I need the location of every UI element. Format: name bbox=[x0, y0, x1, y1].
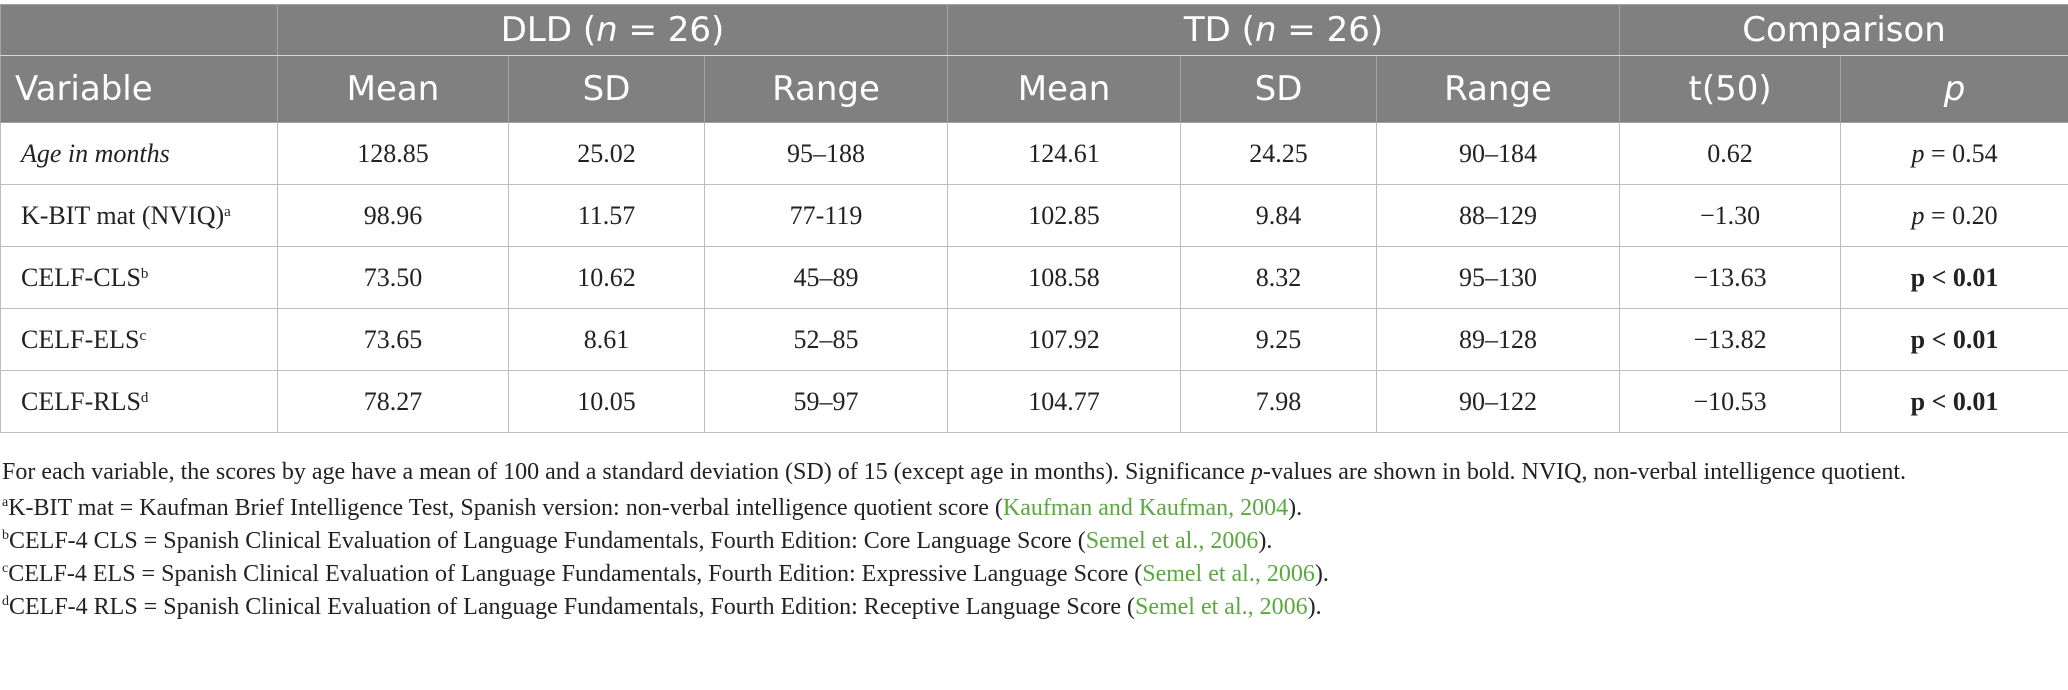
td-range-cell: 89–128 bbox=[1376, 308, 1621, 371]
column-header-row: Variable Mean SD Range Mean SD Range t(5… bbox=[0, 55, 2068, 123]
footnote-marker: b bbox=[140, 265, 149, 282]
td-sd-cell: 9.25 bbox=[1180, 308, 1378, 371]
footnote-marker: c bbox=[139, 327, 147, 344]
column-header-td-range: Range bbox=[1376, 55, 1621, 123]
empty-header-cell bbox=[0, 4, 278, 56]
column-header-dld-range: Range bbox=[703, 55, 949, 123]
dld-mean-cell: 78.27 bbox=[277, 370, 509, 433]
table-row: CELF-CLSb 73.50 10.62 45–89 108.58 8.32 … bbox=[0, 246, 2068, 309]
t-cell: −1.30 bbox=[1619, 184, 1842, 247]
table-row: Age in months 128.85 25.02 95–188 124.61… bbox=[0, 122, 2068, 185]
variable-cell: Age in months bbox=[0, 122, 278, 185]
td-mean-cell: 102.85 bbox=[947, 184, 1182, 247]
td-range-cell: 90–122 bbox=[1376, 370, 1621, 433]
variable-cell: K-BIT mat (NVIQ)a bbox=[0, 184, 278, 247]
data-table: DLD (n = 26) TD (n = 26) Comparison Vari… bbox=[0, 4, 2068, 433]
variable-cell: CELF-RLSd bbox=[0, 370, 278, 433]
p-cell: p = 0.54 bbox=[1840, 122, 2068, 185]
dld-group-header: DLD (n = 26) bbox=[276, 4, 949, 56]
td-mean-cell: 104.77 bbox=[947, 370, 1182, 433]
dld-range-cell: 45–89 bbox=[703, 246, 949, 309]
variable-cell: CELF-ELSc bbox=[0, 308, 278, 371]
dld-sd-cell: 25.02 bbox=[508, 122, 705, 185]
footnote-marker: d bbox=[140, 389, 149, 406]
dld-mean-cell: 128.85 bbox=[277, 122, 509, 185]
p-cell: p = 0.20 bbox=[1840, 184, 2068, 247]
comparison-group-header: Comparison bbox=[1619, 4, 2068, 56]
t-cell: 0.62 bbox=[1619, 122, 1842, 185]
dld-sd-cell: 10.62 bbox=[508, 246, 705, 309]
td-range-cell: 90–184 bbox=[1376, 122, 1621, 185]
citation-link[interactable]: Semel et al., 2006 bbox=[1085, 528, 1259, 554]
table-row: CELF-RLSd 78.27 10.05 59–97 104.77 7.98 … bbox=[0, 370, 2068, 433]
variable-cell: CELF-CLSb bbox=[0, 246, 278, 309]
table-row: K-BIT mat (NVIQ)a 98.96 11.57 77-119 102… bbox=[0, 184, 2068, 247]
group-header-row: DLD (n = 26) TD (n = 26) Comparison bbox=[0, 4, 2068, 56]
footnote: dCELF-4 RLS = Spanish Clinical Evaluatio… bbox=[2, 594, 1322, 620]
td-mean-cell: 107.92 bbox=[947, 308, 1182, 371]
citation-link[interactable]: Semel et al., 2006 bbox=[1134, 594, 1308, 620]
dld-range-cell: 95–188 bbox=[703, 122, 949, 185]
dld-range-cell: 59–97 bbox=[703, 370, 949, 433]
t-cell: −10.53 bbox=[1619, 370, 1842, 433]
footnote-marker: a bbox=[224, 203, 231, 220]
table-notes: For each variable, the scores by age hav… bbox=[2, 454, 2062, 624]
td-group-header: TD (n = 26) bbox=[947, 4, 1621, 56]
citation-link[interactable]: Semel et al., 2006 bbox=[1142, 561, 1315, 587]
td-sd-cell: 24.25 bbox=[1180, 122, 1378, 185]
footnote: aK-BIT mat = Kaufman Brief Intelligence … bbox=[2, 495, 1303, 521]
td-sd-cell: 8.32 bbox=[1180, 246, 1378, 309]
dld-sd-cell: 8.61 bbox=[508, 308, 705, 371]
td-mean-cell: 108.58 bbox=[947, 246, 1182, 309]
td-range-cell: 95–130 bbox=[1376, 246, 1621, 309]
footnote: cCELF-4 ELS = Spanish Clinical Evaluatio… bbox=[2, 561, 1329, 587]
column-header-p: p bbox=[1840, 55, 2068, 123]
p-cell: p < 0.01 bbox=[1840, 246, 2068, 309]
dld-range-cell: 52–85 bbox=[703, 308, 949, 371]
dld-sd-cell: 11.57 bbox=[508, 184, 705, 247]
column-header-t: t(50) bbox=[1619, 55, 1842, 123]
t-cell: −13.82 bbox=[1619, 308, 1842, 371]
general-note: For each variable, the scores by age hav… bbox=[2, 459, 1907, 485]
column-header-dld-sd: SD bbox=[508, 55, 705, 123]
p-cell: p < 0.01 bbox=[1840, 370, 2068, 433]
dld-range-cell: 77-119 bbox=[703, 184, 949, 247]
column-header-dld-mean: Mean bbox=[277, 55, 509, 123]
t-cell: −13.63 bbox=[1619, 246, 1842, 309]
column-header-variable: Variable bbox=[0, 55, 278, 123]
table-row: CELF-ELSc 73.65 8.61 52–85 107.92 9.25 8… bbox=[0, 308, 2068, 371]
td-range-cell: 88–129 bbox=[1376, 184, 1621, 247]
td-mean-cell: 124.61 bbox=[947, 122, 1182, 185]
p-cell: p < 0.01 bbox=[1840, 308, 2068, 371]
footnote: bCELF-4 CLS = Spanish Clinical Evaluatio… bbox=[2, 528, 1273, 554]
dld-mean-cell: 73.65 bbox=[277, 308, 509, 371]
dld-sd-cell: 10.05 bbox=[508, 370, 705, 433]
dld-mean-cell: 98.96 bbox=[277, 184, 509, 247]
dld-mean-cell: 73.50 bbox=[277, 246, 509, 309]
td-sd-cell: 7.98 bbox=[1180, 370, 1378, 433]
citation-link[interactable]: Kaufman and Kaufman, 2004 bbox=[1002, 495, 1289, 521]
column-header-td-mean: Mean bbox=[947, 55, 1182, 123]
td-sd-cell: 9.84 bbox=[1180, 184, 1378, 247]
column-header-td-sd: SD bbox=[1180, 55, 1378, 123]
